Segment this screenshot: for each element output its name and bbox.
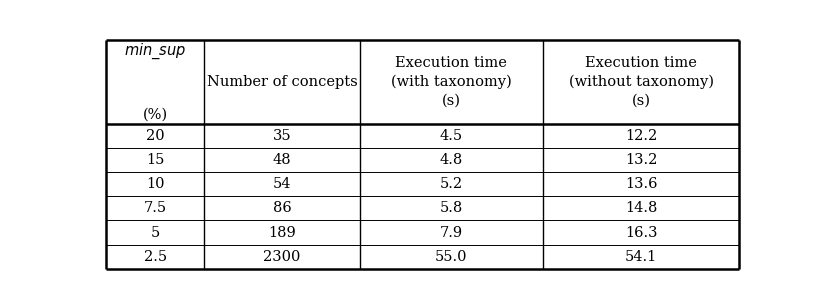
Text: 4.5: 4.5 bbox=[440, 129, 463, 143]
Text: 12.2: 12.2 bbox=[625, 129, 658, 143]
Text: 55.0: 55.0 bbox=[435, 250, 468, 264]
Text: 5.2: 5.2 bbox=[440, 177, 463, 191]
Text: 20: 20 bbox=[146, 129, 165, 143]
Text: 54.1: 54.1 bbox=[625, 250, 658, 264]
Text: Execution time
(without taxonomy)
(s): Execution time (without taxonomy) (s) bbox=[568, 56, 714, 108]
Text: Execution time
(with taxonomy)
(s): Execution time (with taxonomy) (s) bbox=[391, 56, 512, 108]
Text: Number of concepts: Number of concepts bbox=[206, 75, 357, 89]
Text: 13.2: 13.2 bbox=[625, 153, 658, 167]
Text: 2300: 2300 bbox=[263, 250, 300, 264]
Text: 4.8: 4.8 bbox=[440, 153, 463, 167]
Text: 48: 48 bbox=[272, 153, 291, 167]
Text: 10: 10 bbox=[146, 177, 165, 191]
Text: 5.8: 5.8 bbox=[440, 201, 463, 215]
Text: 16.3: 16.3 bbox=[625, 226, 658, 240]
Text: 7.5: 7.5 bbox=[144, 201, 167, 215]
Text: 14.8: 14.8 bbox=[625, 201, 658, 215]
Text: 54: 54 bbox=[273, 177, 291, 191]
Text: 5: 5 bbox=[151, 226, 160, 240]
Text: (%): (%) bbox=[143, 107, 168, 121]
Text: 86: 86 bbox=[272, 201, 291, 215]
Text: 35: 35 bbox=[272, 129, 291, 143]
Text: 189: 189 bbox=[268, 226, 296, 240]
Text: 2.5: 2.5 bbox=[144, 250, 167, 264]
Text: 13.6: 13.6 bbox=[625, 177, 658, 191]
Text: 15: 15 bbox=[146, 153, 164, 167]
Text: 7.9: 7.9 bbox=[440, 226, 463, 240]
Text: $\mathit{min}$$\_$$\mathit{sup}$: $\mathit{min}$$\_$$\mathit{sup}$ bbox=[125, 41, 186, 61]
